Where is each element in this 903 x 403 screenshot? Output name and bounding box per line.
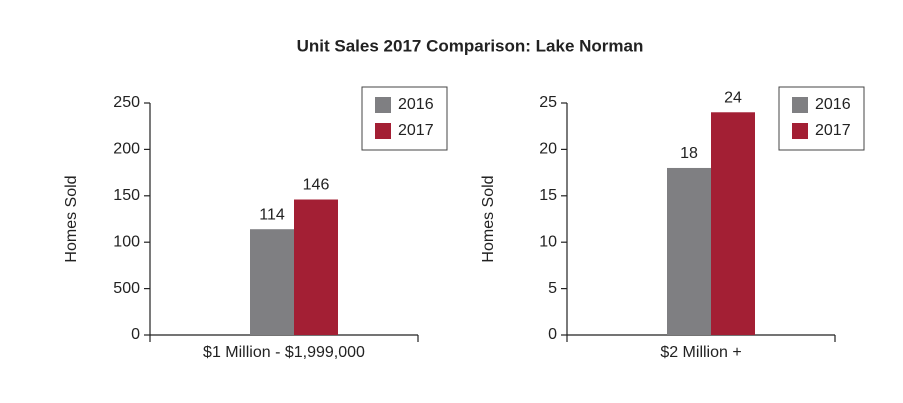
legend-label: 2016 <box>398 96 434 113</box>
y-tick-label: 15 <box>539 187 557 204</box>
bar <box>711 112 755 335</box>
legend-swatch <box>375 97 391 113</box>
y-tick-label: 5 <box>548 280 557 297</box>
data-label: 18 <box>680 145 698 162</box>
y-tick-label: 25 <box>539 94 557 111</box>
data-label: 146 <box>303 177 330 194</box>
y-tick-label: 500 <box>113 280 140 297</box>
y-tick-label: 150 <box>113 187 140 204</box>
data-label: 114 <box>259 206 285 223</box>
bar <box>667 167 711 335</box>
y-axis-label: Homes Sold <box>63 175 80 262</box>
bar <box>294 199 338 335</box>
bar <box>250 229 294 335</box>
legend-swatch <box>375 123 391 139</box>
legend-label: 2016 <box>815 96 851 113</box>
legend-label: 2017 <box>398 122 434 139</box>
y-tick-label: 0 <box>548 326 557 343</box>
chart-title: Unit Sales 2017 Comparison: Lake Norman <box>297 36 644 55</box>
y-tick-label: 250 <box>113 94 140 111</box>
y-axis-label: Homes Sold <box>480 175 497 262</box>
y-tick-label: 20 <box>539 141 557 158</box>
y-tick-label: 0 <box>131 326 140 343</box>
y-tick-label: 10 <box>539 233 557 250</box>
y-tick-label: 100 <box>113 233 140 250</box>
legend-swatch <box>792 97 808 113</box>
legend-swatch <box>792 123 808 139</box>
x-tick-label: $2 Million + <box>660 344 741 361</box>
y-tick-label: 200 <box>113 141 140 158</box>
x-tick-label: $1 Million - $1,999,000 <box>203 344 365 361</box>
legend-label: 2017 <box>815 122 851 139</box>
data-label: 24 <box>724 89 742 106</box>
